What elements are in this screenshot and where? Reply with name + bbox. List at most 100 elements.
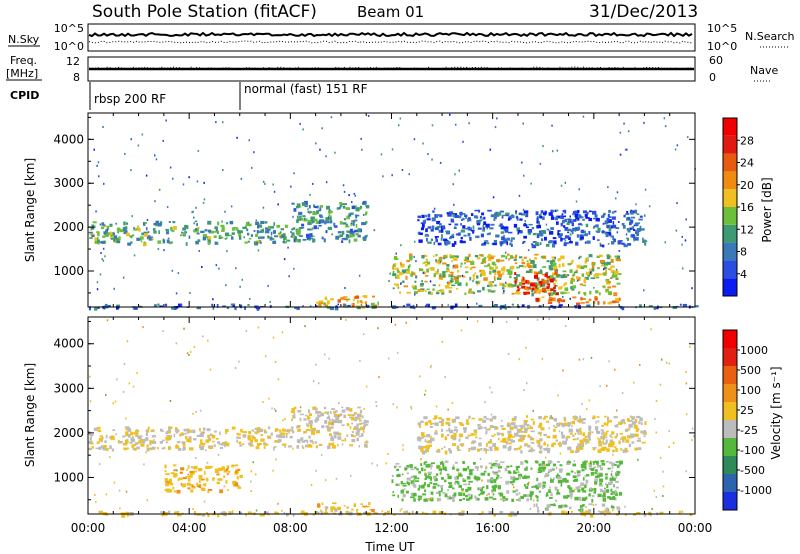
velocity-cell [439, 472, 442, 475]
power-cell [464, 214, 468, 217]
power-cell [451, 259, 453, 263]
power-cell [561, 215, 567, 218]
power-cell [133, 254, 136, 257]
velocity-cell [417, 495, 423, 498]
power-cell [231, 232, 235, 235]
power-cell [498, 273, 503, 278]
velocity-cell [481, 511, 484, 515]
velocity-cell [284, 417, 286, 420]
power-cell [499, 282, 504, 286]
velocity-cell [602, 442, 607, 445]
velocity-cell [588, 438, 591, 441]
velocity-cell [441, 447, 444, 450]
velocity-feature-2 [416, 415, 647, 455]
velocity-cell [106, 319, 109, 322]
power-cell [243, 236, 245, 239]
power-cell [232, 305, 235, 307]
velocity-cell [209, 368, 212, 371]
power-cell [99, 241, 103, 244]
velocity-cell [422, 436, 424, 439]
velocity-cell [392, 491, 395, 494]
power-cell [540, 210, 544, 214]
velocity-cell [441, 477, 444, 480]
velocity-cell [511, 481, 515, 483]
velocity-cell [535, 486, 539, 490]
velocity-cell [558, 505, 563, 509]
power-cell [523, 235, 527, 239]
velocity-cell [558, 430, 561, 433]
velocity-cell [410, 407, 413, 410]
velocity-cell [493, 513, 496, 517]
power-cell [681, 243, 683, 246]
power-cell [580, 266, 585, 269]
velocity-cell [185, 476, 190, 478]
velocity-cell [176, 469, 178, 472]
power-cell [523, 174, 525, 177]
power-cell [558, 263, 561, 268]
velocity-cell [440, 470, 442, 473]
power-cell [158, 188, 161, 191]
power-cell [226, 250, 228, 253]
power-cell [357, 234, 361, 238]
velocity-cell [643, 432, 646, 435]
power-cell [556, 274, 561, 277]
velocity-cell [607, 467, 611, 470]
power-cell [288, 275, 290, 278]
power-cell [198, 250, 200, 252]
velocity-cell [176, 490, 181, 494]
velocity-cell [168, 426, 170, 430]
velocity-cell [559, 441, 561, 444]
power-cell [473, 292, 476, 295]
velocity-cell [363, 419, 367, 424]
velocity-cell [282, 443, 287, 446]
velocity-cell [516, 467, 519, 471]
velocity-cell [434, 415, 438, 419]
power-ytick-label: 3000 [53, 176, 84, 190]
power-cell [359, 300, 363, 303]
power-cell [408, 264, 411, 268]
velocity-cell [544, 415, 548, 418]
power-cell [445, 270, 448, 273]
power-cell [304, 200, 308, 205]
power-feature-2 [417, 209, 648, 249]
velocity-cell [506, 490, 510, 494]
velocity-cell [167, 510, 171, 514]
power-cell [540, 256, 545, 258]
velocity-cell [606, 420, 609, 424]
velocity-cell [588, 399, 591, 402]
velocity-cell [609, 477, 612, 481]
velocity-cell [387, 452, 389, 455]
power-cell [446, 269, 450, 273]
power-cell [155, 220, 160, 224]
velocity-cell [364, 443, 368, 448]
velocity-cell [584, 484, 587, 489]
power-cell [546, 283, 550, 286]
velocity-cell [467, 434, 471, 437]
power-cell [599, 244, 603, 247]
velocity-cell [219, 431, 221, 436]
power-cell [605, 288, 609, 293]
velocity-cell [237, 433, 241, 436]
velocity-cell [300, 437, 304, 441]
power-cell [478, 280, 481, 283]
power-cell [575, 241, 579, 246]
velocity-cell [187, 465, 190, 469]
velocity-cell [548, 489, 551, 493]
velocity-cell [491, 391, 493, 394]
power-cell [105, 305, 110, 308]
power-cell [436, 214, 438, 218]
velocity-cell [235, 470, 238, 474]
xtick-label: 20:00 [577, 521, 612, 535]
velocity-cell [146, 444, 149, 448]
velocity-cell [467, 493, 471, 496]
velocity-cell [595, 469, 598, 472]
power-cell [272, 240, 277, 244]
power-cell [513, 277, 518, 280]
power-cell [489, 227, 494, 230]
velocity-cell [467, 466, 470, 470]
power-cell [325, 181, 328, 184]
power-cell [272, 238, 275, 240]
velocity-cell [337, 419, 343, 424]
velocity-cell [555, 466, 558, 470]
power-cell [124, 152, 126, 155]
